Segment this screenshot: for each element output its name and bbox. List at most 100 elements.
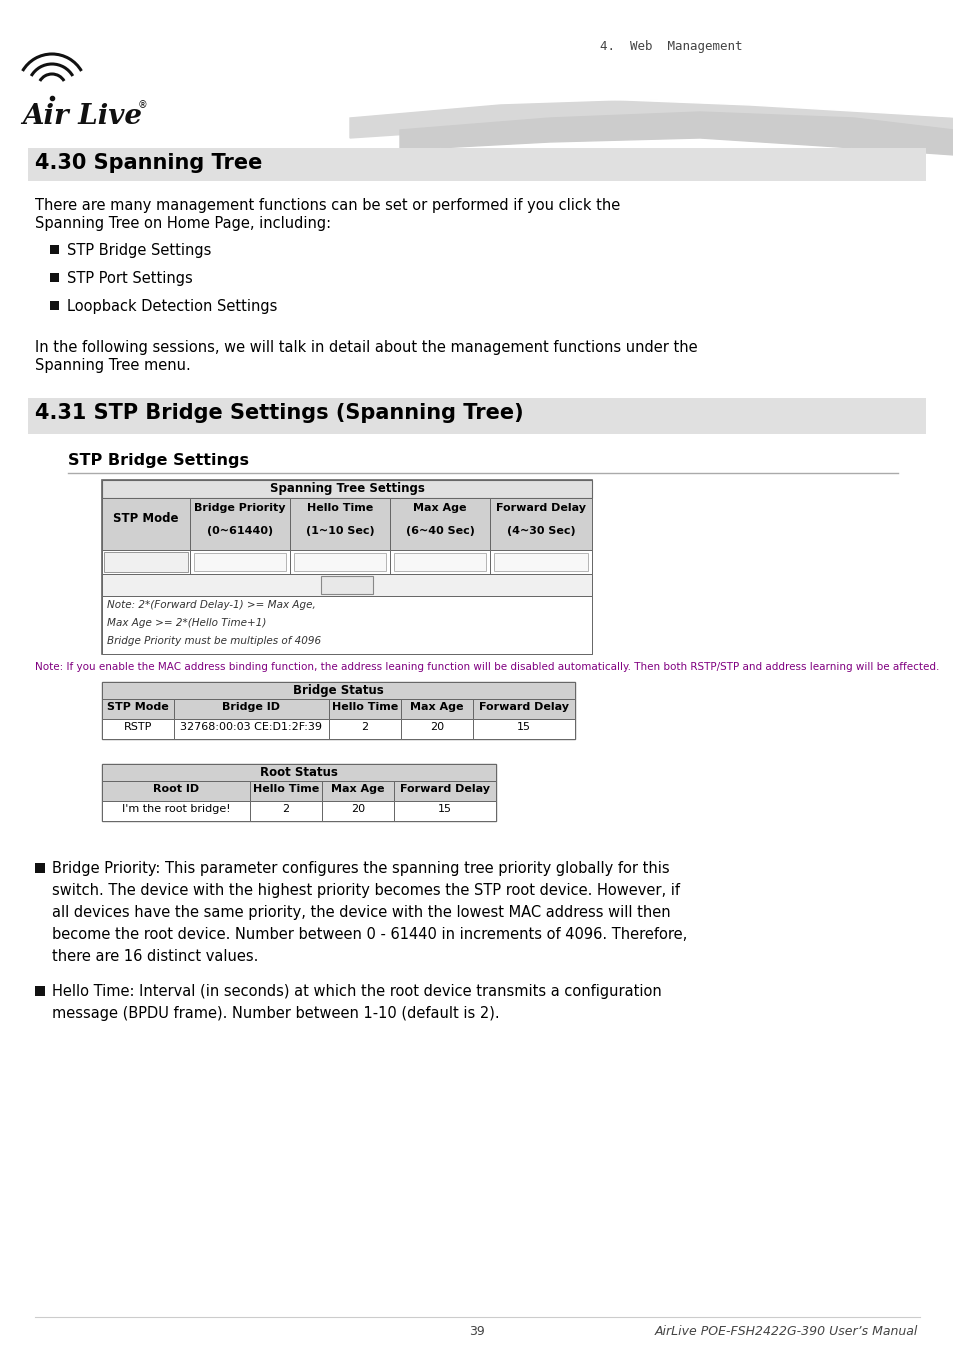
Bar — [102, 481, 592, 498]
Text: 20: 20 — [351, 805, 365, 814]
Text: 15: 15 — [517, 722, 531, 732]
Text: 4.  Web  Management: 4. Web Management — [599, 40, 741, 53]
Text: Bridge Status: Bridge Status — [293, 684, 383, 697]
Text: Root Status: Root Status — [260, 765, 337, 779]
Text: In the following sessions, we will talk in detail about the management functions: In the following sessions, we will talk … — [35, 340, 697, 355]
Bar — [329, 720, 400, 738]
Bar — [329, 699, 400, 720]
Text: 39: 39 — [469, 1324, 484, 1338]
Bar — [473, 699, 575, 720]
Bar — [290, 549, 390, 574]
Text: (6~40 Sec): (6~40 Sec) — [405, 526, 474, 536]
Bar — [35, 986, 45, 996]
Bar — [490, 498, 592, 549]
Text: Max Age: Max Age — [410, 702, 463, 711]
Text: all devices have the same priority, the device with the lowest MAC address will : all devices have the same priority, the … — [52, 904, 670, 919]
Bar — [102, 801, 250, 821]
Bar — [190, 549, 290, 574]
Bar — [104, 552, 188, 572]
Bar — [390, 549, 490, 574]
Text: Hello Time: Hello Time — [332, 702, 397, 711]
Bar — [290, 498, 390, 549]
Bar — [193, 554, 286, 571]
Text: STP Bridge Settings: STP Bridge Settings — [68, 454, 249, 468]
Text: message (BPDU frame). Number between 1-10 (default is 2).: message (BPDU frame). Number between 1-1… — [52, 1006, 499, 1021]
Text: 32768:00:03 CE:D1:2F:39: 32768:00:03 CE:D1:2F:39 — [180, 722, 322, 732]
Text: Bridge Priority: This parameter configures the spanning tree priority globally f: Bridge Priority: This parameter configur… — [52, 861, 669, 876]
Bar — [28, 398, 925, 433]
Bar — [102, 549, 190, 574]
Text: 2: 2 — [361, 722, 368, 732]
Text: 20: 20 — [430, 722, 443, 732]
Bar — [322, 782, 394, 801]
Bar — [102, 481, 592, 653]
Text: become the root device. Number between 0 - 61440 in increments of 4096. Therefor: become the root device. Number between 0… — [52, 927, 686, 942]
Polygon shape — [399, 112, 953, 155]
Bar — [400, 699, 473, 720]
Text: Note: 2*(Forward Delay-1) >= Max Age,: Note: 2*(Forward Delay-1) >= Max Age, — [107, 599, 315, 610]
Text: Hello Time: Hello Time — [253, 784, 319, 794]
Text: There are many management functions can be set or performed if you click the: There are many management functions can … — [35, 198, 619, 213]
Text: AirLive POE-FSH2422G-390 User’s Manual: AirLive POE-FSH2422G-390 User’s Manual — [654, 1324, 917, 1338]
Text: I'm the root bridge!: I'm the root bridge! — [122, 805, 230, 814]
Text: RSTP: RSTP — [124, 722, 152, 732]
Text: Forward Delay: Forward Delay — [496, 504, 585, 513]
Text: Hello Time: Hello Time — [307, 504, 373, 513]
Text: Forward Delay: Forward Delay — [478, 702, 568, 711]
Text: Spanning Tree on Home Page, including:: Spanning Tree on Home Page, including: — [35, 216, 331, 231]
Text: 4.31 STP Bridge Settings (Spanning Tree): 4.31 STP Bridge Settings (Spanning Tree) — [35, 404, 523, 423]
Bar — [102, 699, 173, 720]
Text: Spanning Tree menu.: Spanning Tree menu. — [35, 358, 191, 373]
Text: STP Mode: STP Mode — [113, 512, 178, 525]
Bar — [494, 554, 587, 571]
Polygon shape — [310, 97, 953, 117]
Text: Max Age: Max Age — [331, 784, 384, 794]
Bar — [490, 549, 592, 574]
Text: ®: ® — [138, 100, 148, 109]
Bar — [102, 782, 250, 801]
Bar — [320, 576, 373, 594]
Bar — [102, 764, 496, 821]
Bar — [102, 720, 173, 738]
Bar — [394, 782, 496, 801]
Text: Submit: Submit — [326, 578, 368, 591]
Bar — [28, 148, 925, 181]
Text: Bridge ID: Bridge ID — [222, 702, 280, 711]
Bar — [473, 720, 575, 738]
Bar — [190, 498, 290, 549]
Bar — [102, 764, 496, 782]
Text: 2: 2 — [282, 805, 290, 814]
Text: STP Mode: STP Mode — [107, 702, 169, 711]
Bar — [173, 720, 329, 738]
Bar — [250, 801, 322, 821]
Text: Hello Time: Interval (in seconds) at which the root device transmits a configura: Hello Time: Interval (in seconds) at whi… — [52, 984, 661, 999]
Bar — [102, 498, 190, 549]
Text: (0~61440): (0~61440) — [207, 526, 273, 536]
Text: Loopback Detection Settings: Loopback Detection Settings — [67, 298, 277, 315]
Bar — [102, 682, 575, 738]
Text: 15: 15 — [437, 805, 452, 814]
Bar — [50, 244, 59, 254]
Bar — [400, 720, 473, 738]
Bar — [173, 699, 329, 720]
Text: (4~30 Sec): (4~30 Sec) — [506, 526, 575, 536]
Text: there are 16 distinct values.: there are 16 distinct values. — [52, 949, 258, 964]
Bar — [35, 863, 45, 873]
Bar — [394, 801, 496, 821]
Text: STP Bridge Settings: STP Bridge Settings — [67, 243, 212, 258]
Text: Max Age >= 2*(Hello Time+1): Max Age >= 2*(Hello Time+1) — [107, 618, 266, 628]
Text: Bridge Priority must be multiples of 4096: Bridge Priority must be multiples of 409… — [107, 636, 321, 647]
Bar — [50, 273, 59, 282]
Text: Max Age: Max Age — [413, 504, 466, 513]
Bar — [102, 574, 592, 595]
Bar — [322, 801, 394, 821]
Text: switch. The device with the highest priority becomes the STP root device. Howeve: switch. The device with the highest prio… — [52, 883, 679, 898]
Bar — [50, 301, 59, 310]
Text: Root ID: Root ID — [152, 784, 199, 794]
Text: Spanning Tree Settings: Spanning Tree Settings — [270, 482, 424, 495]
Text: 4.30 Spanning Tree: 4.30 Spanning Tree — [35, 153, 262, 173]
Text: Air Live: Air Live — [22, 103, 142, 130]
Bar — [102, 682, 575, 699]
Bar — [250, 782, 322, 801]
Text: v: v — [157, 554, 164, 564]
